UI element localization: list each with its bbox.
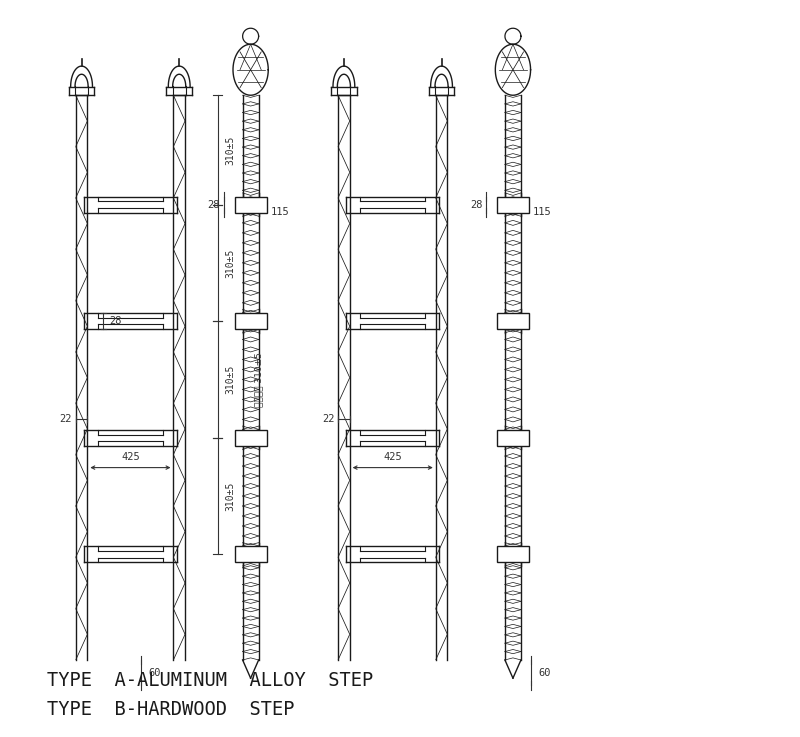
- Text: 310±5: 310±5: [225, 481, 235, 511]
- Bar: [234, 313, 266, 329]
- Text: 310±5: 310±5: [225, 248, 235, 278]
- Bar: [234, 546, 266, 562]
- Text: 28: 28: [110, 316, 122, 326]
- Text: 22: 22: [59, 413, 72, 424]
- Bar: [497, 430, 529, 446]
- Text: 60: 60: [149, 668, 161, 678]
- Bar: [234, 430, 266, 446]
- Text: 28: 28: [207, 200, 220, 209]
- Bar: [234, 197, 266, 212]
- Text: 28: 28: [470, 200, 482, 209]
- Text: 60: 60: [538, 668, 551, 678]
- Text: TYPE  B-HARDWOOD  STEP: TYPE B-HARDWOOD STEP: [46, 700, 294, 719]
- Text: 310±5: 310±5: [225, 135, 235, 164]
- Text: 425: 425: [383, 452, 402, 462]
- Bar: [497, 546, 529, 562]
- Bar: [497, 197, 529, 212]
- Text: 425: 425: [121, 452, 140, 462]
- Text: 步子间距 310±5: 步子间距 310±5: [254, 352, 263, 407]
- Text: 115: 115: [270, 207, 289, 217]
- Text: 115: 115: [533, 207, 551, 217]
- Text: 310±5: 310±5: [225, 365, 235, 394]
- Bar: [497, 313, 529, 329]
- Text: TYPE  A-ALUMINUM  ALLOY  STEP: TYPE A-ALUMINUM ALLOY STEP: [46, 671, 373, 690]
- Text: 22: 22: [322, 413, 334, 424]
